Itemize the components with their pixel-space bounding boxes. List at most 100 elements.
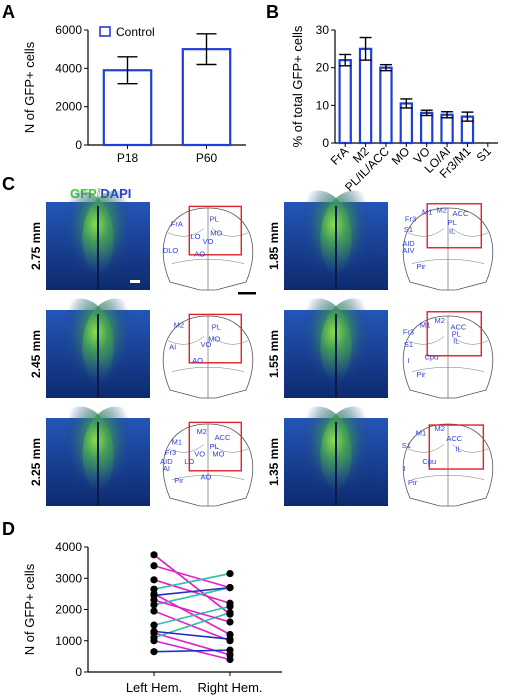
d-pair-line (153, 572, 231, 590)
atlas-region-label: MO (208, 335, 220, 344)
section-mm-label: 2.45 mm (29, 330, 43, 378)
atlas-region-label: Pir (408, 478, 418, 487)
a-x-tick-label: P60 (196, 151, 218, 165)
d-point-right (226, 569, 234, 578)
b-y-label: % of total GFP+ cells (290, 25, 305, 147)
atlas-region-label: PL (210, 442, 219, 451)
atlas-boundary (171, 475, 245, 480)
atlas-region-label: M2 (174, 321, 184, 330)
atlas-region-label: AO (194, 250, 205, 259)
section-mm-label: 1.35 mm (267, 438, 281, 486)
d-y-label: N of GFP+ cells (22, 563, 37, 655)
atlas-region-label: Fr3 (165, 448, 176, 457)
b-bar (419, 111, 434, 145)
atlas-roi-box (188, 205, 242, 256)
atlas-region-label: IL (453, 336, 459, 345)
panel-letter-c: C (2, 174, 15, 194)
d-point-right (226, 609, 234, 617)
atlas-region-label: ACC (450, 322, 466, 331)
atlas-region-label: AO (200, 473, 211, 482)
d-pair-line (153, 630, 231, 640)
atlas-region-label: FrA (171, 220, 183, 229)
atlas-region-label: M1 (416, 429, 426, 438)
atlas-boundary (451, 444, 489, 453)
atlas-boundary (411, 475, 485, 480)
d-point-right (226, 646, 234, 654)
atlas-boundary (211, 228, 249, 237)
a-y-label: N of GFP+ cells (22, 41, 37, 133)
atlas-region-label: MO (210, 228, 222, 237)
d-y-tick-label: 0 (75, 665, 82, 679)
b-y-tick-label: 0 (322, 136, 329, 150)
atlas-region-label: AO (192, 356, 203, 365)
d-point-right (226, 584, 234, 592)
atlas-region-label: LO (184, 457, 194, 466)
b-y-tick-label: 30 (316, 23, 330, 37)
b-y-tick-label: 20 (316, 61, 330, 75)
atlas-region-label: MO (212, 450, 224, 459)
atlas-boundary (167, 228, 205, 237)
atlas-region-label: AID (402, 239, 415, 248)
d-point-left (150, 648, 158, 656)
atlas-region-label: S1 (402, 441, 411, 450)
a-legend-label: Control (116, 25, 155, 39)
atlas-boundary (451, 228, 489, 237)
d-pair-line (153, 599, 231, 623)
a-y-tick-label: 2000 (55, 100, 82, 114)
atlas-region-label: PL (210, 214, 219, 223)
atlas-region-label: Fr3 (403, 328, 414, 337)
atlas-boundary (167, 444, 205, 453)
atlas-region-label: M2 (434, 316, 444, 325)
panel-letter-d: D (2, 519, 15, 539)
atlas-region-label: IL (449, 227, 455, 236)
scale-bar-atlas (238, 292, 256, 295)
atlas-region-label: Pir (416, 370, 426, 379)
d-point-left (150, 596, 158, 604)
atlas-region-label: PL (452, 329, 461, 338)
atlas-region-label: AID (160, 457, 173, 466)
atlas-region-label: I (403, 464, 405, 473)
a-legend-swatch (99, 26, 111, 37)
atlas-roi-box (188, 421, 242, 472)
atlas-region-label: M1 (422, 207, 432, 216)
b-x-tick-label: S1 (474, 144, 495, 165)
d-point-left (150, 562, 158, 570)
atlas-region-label: I (407, 356, 409, 365)
atlas-region-label: Pir (416, 262, 426, 271)
b-y-tick-label: 10 (316, 98, 330, 112)
b-bar (440, 113, 454, 145)
atlas-boundary (411, 259, 485, 264)
d-point-right (226, 655, 234, 664)
d-x-tick-label: Left Hem. (126, 680, 182, 695)
a-y-tick-label: 4000 (55, 61, 82, 75)
b-x-tick-label: FrA (328, 144, 352, 168)
a-y-tick-label: 6000 (55, 23, 82, 37)
atlas-region-label: AIV (402, 246, 414, 255)
atlas-region-label: Cpu (422, 457, 436, 466)
atlas-boundary (411, 367, 485, 372)
b-bar (379, 66, 393, 145)
d-pair-line (153, 649, 231, 653)
d-pair-line (153, 586, 231, 606)
panel-letter-a: A (2, 2, 15, 22)
b-bar (338, 59, 352, 145)
atlas-region-label: VO (200, 340, 211, 349)
atlas-boundary (211, 444, 249, 453)
atlas-region-label: DLO (163, 246, 179, 255)
a-y-tick-label: 0 (75, 138, 82, 152)
chart-d: 0 1000 2000 3000 4000 N of GFP+ cells Left Hem… (22, 540, 282, 695)
chart-a: 0 2000 4000 6000 N of GFP+ cells P18 P60 Contro… (22, 23, 246, 165)
atlas-region-label: VO (203, 237, 214, 246)
gfp-glow-right (82, 298, 149, 396)
panel-letter-b: B (266, 2, 279, 22)
atlas-region-label: M1 (420, 321, 430, 330)
atlas-roi-box (426, 203, 482, 249)
section-mm-label: 2.75 mm (29, 222, 43, 270)
atlas-boundary (167, 336, 205, 345)
d-pair-line (153, 605, 231, 626)
atlas-region-label: LO (191, 232, 201, 241)
atlas-region-label: M1 (172, 437, 182, 446)
atlas-region-label: VO (194, 450, 205, 459)
gfp-glow-right (82, 406, 149, 504)
